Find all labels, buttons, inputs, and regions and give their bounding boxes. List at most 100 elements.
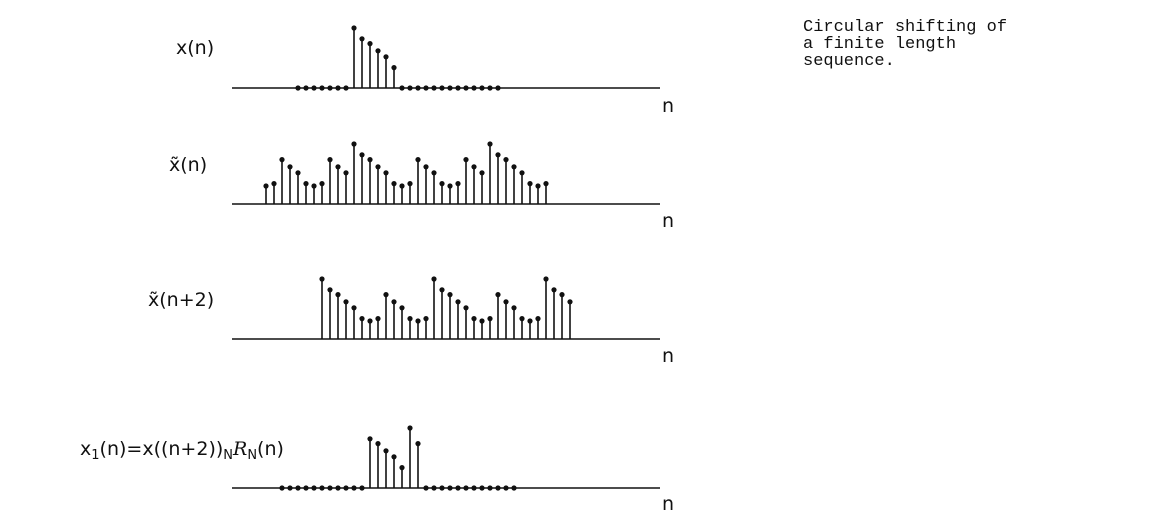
stem-head-xt-30 <box>463 157 469 163</box>
zero-dot-x-23 <box>407 85 413 91</box>
stem-head-xt-12 <box>319 181 325 187</box>
zero-dot-x-27 <box>439 85 445 91</box>
stem-head-x-16 <box>351 25 357 31</box>
stem-head-xt2-35 <box>503 299 509 305</box>
axis-n-label-xt: n <box>662 210 674 232</box>
stem-head-xt2-15 <box>343 299 349 305</box>
stem-head-xt2-18 <box>367 318 373 324</box>
plot-label-x1: x1(n)=x((n+2))NRN(n) <box>80 438 284 463</box>
stem-head-xt-9 <box>295 170 301 176</box>
stem-head-xt-38 <box>527 181 533 187</box>
stem-head-xt2-40 <box>543 276 549 282</box>
stem-head-xt-23 <box>407 181 413 187</box>
zero-dot-x1-8 <box>287 485 293 491</box>
stem-head-xt-5 <box>263 183 269 189</box>
stem-head-xt-18 <box>367 157 373 163</box>
plot-x: x(n) n <box>176 25 674 117</box>
stem-head-xt2-24 <box>415 318 421 324</box>
plot-label-xt2: x̃(n+2) <box>148 289 214 311</box>
zero-dot-x1-34 <box>495 485 501 491</box>
zero-dot-x1-16 <box>351 485 357 491</box>
axis-n-label-x: n <box>662 95 674 117</box>
zero-dot-x-29 <box>455 85 461 91</box>
stem-head-xt-36 <box>511 164 517 170</box>
stem-head-xt2-22 <box>399 305 405 311</box>
stem-head-xt2-12 <box>319 276 325 282</box>
zero-dot-x1-33 <box>487 485 493 491</box>
stem-head-xt-27 <box>439 181 445 187</box>
zero-dot-x-22 <box>399 85 405 91</box>
stem-head-xt-13 <box>327 157 333 163</box>
zero-dot-x-12 <box>319 85 325 91</box>
zero-dot-x1-27 <box>439 485 445 491</box>
stem-head-xt-8 <box>287 164 293 170</box>
stem-head-xt2-39 <box>535 316 541 322</box>
stem-head-xt-40 <box>543 181 549 187</box>
axis-n-label-xt2: n <box>662 345 674 367</box>
stem-head-xt-32 <box>479 170 485 176</box>
stem-head-xt2-17 <box>359 316 365 322</box>
caption-line-1: Circular shifting of <box>803 18 1008 37</box>
stem-head-xt2-27 <box>439 287 445 293</box>
stem-head-xt2-13 <box>327 287 333 293</box>
stem-head-x1-19 <box>375 441 381 447</box>
plot-xt: x̃(n) n <box>169 141 674 232</box>
zero-dot-x1-36 <box>511 485 517 491</box>
stem-head-xt2-38 <box>527 318 533 324</box>
stem-head-x1-21 <box>391 454 397 460</box>
zero-dot-x-10 <box>303 85 309 91</box>
zero-dot-x1-25 <box>423 485 429 491</box>
stem-head-xt2-34 <box>495 292 501 298</box>
plot-label-x: x(n) <box>176 37 214 59</box>
caption-line-2: a finite length <box>803 35 957 54</box>
stem-head-xt2-42 <box>559 292 565 298</box>
stem-head-xt-15 <box>343 170 349 176</box>
zero-dot-x-15 <box>343 85 349 91</box>
stem-head-xt2-33 <box>487 316 493 322</box>
stem-head-x-20 <box>383 54 389 60</box>
zero-dot-x-34 <box>495 85 501 91</box>
plot-x1: x1(n)=x((n+2))NRN(n) n <box>80 425 674 515</box>
zero-dot-x1-10 <box>303 485 309 491</box>
zero-dot-x-26 <box>431 85 437 91</box>
stem-head-xt-7 <box>279 157 285 163</box>
stem-head-xt2-36 <box>511 305 517 311</box>
stem-head-xt-29 <box>455 181 461 187</box>
stem-head-xt-17 <box>359 152 365 158</box>
stem-head-xt-22 <box>399 183 405 189</box>
stem-head-xt-6 <box>271 181 277 187</box>
zero-dot-x1-32 <box>479 485 485 491</box>
stem-head-x1-24 <box>415 441 421 447</box>
axis-n-label-x1: n <box>662 493 674 515</box>
stem-head-xt2-29 <box>455 299 461 305</box>
stem-head-xt2-25 <box>423 316 429 322</box>
stem-head-xt-35 <box>503 157 509 163</box>
stem-head-xt-39 <box>535 183 541 189</box>
stem-head-xt2-32 <box>479 318 485 324</box>
zero-dot-x1-17 <box>359 485 365 491</box>
zero-dot-x1-15 <box>343 485 349 491</box>
stem-head-x-21 <box>391 65 397 71</box>
zero-dot-x-31 <box>471 85 477 91</box>
zero-dot-x-32 <box>479 85 485 91</box>
zero-dot-x1-14 <box>335 485 341 491</box>
stem-head-xt-11 <box>311 183 317 189</box>
zero-dot-x-25 <box>423 85 429 91</box>
stem-head-xt-21 <box>391 181 397 187</box>
stem-head-xt2-19 <box>375 316 381 322</box>
zero-dot-x1-29 <box>455 485 461 491</box>
plot-label-xt: x̃(n) <box>169 154 207 176</box>
stem-head-x1-18 <box>367 436 373 442</box>
stem-head-x1-22 <box>399 465 405 471</box>
stem-head-xt-25 <box>423 164 429 170</box>
stem-head-xt-20 <box>383 170 389 176</box>
zero-dot-x-14 <box>335 85 341 91</box>
zero-dot-x-9 <box>295 85 301 91</box>
stem-head-xt-28 <box>447 183 453 189</box>
zero-dot-x1-7 <box>279 485 285 491</box>
stem-head-xt-33 <box>487 141 493 147</box>
zero-dot-x1-9 <box>295 485 301 491</box>
stem-head-xt2-20 <box>383 292 389 298</box>
stem-head-x1-23 <box>407 425 413 431</box>
